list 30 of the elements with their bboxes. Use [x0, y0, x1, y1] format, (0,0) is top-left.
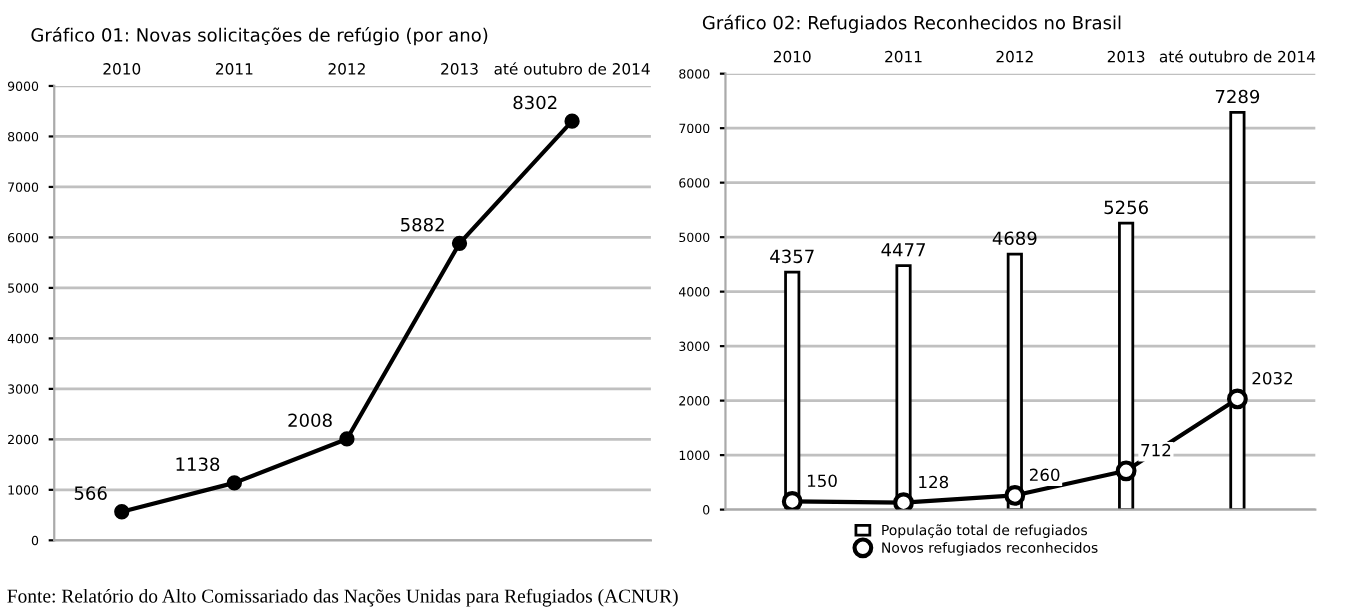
data-label: 566: [74, 486, 107, 500]
data-label: 128: [919, 475, 949, 489]
data-label: 150: [807, 474, 837, 488]
point: [1115, 460, 1137, 482]
data-label: 1138: [176, 457, 220, 472]
data-label: 5882: [401, 217, 444, 232]
data-label: 7289: [1215, 89, 1260, 104]
point: [226, 475, 242, 491]
point: [114, 504, 130, 520]
data-label: 2032: [1252, 371, 1293, 385]
point: [1004, 485, 1026, 506]
point: [564, 113, 580, 129]
point: [451, 235, 468, 252]
source-note: Fonte: Relatório do Alto Comissariado das Nações Unidas para Refugiados (ACNUR): [7, 588, 678, 607]
chart-title: Gráfico 01: Novas solicitações de refúgio (por ano): [31, 27, 488, 46]
data-label: 4477: [881, 243, 925, 257]
point: [781, 491, 803, 510]
data-label: 260: [1029, 468, 1060, 482]
data-label: 4689: [992, 231, 1037, 246]
data-label: 4357: [770, 249, 814, 264]
data-label: 8302: [513, 95, 557, 110]
bar: [784, 270, 801, 510]
data-label: 2008: [288, 413, 332, 428]
data-label: 5256: [1104, 200, 1148, 215]
point: [893, 492, 914, 510]
point: [339, 431, 355, 447]
bar: [1006, 252, 1023, 510]
data-label: 712: [1141, 443, 1171, 457]
point: [1226, 388, 1248, 410]
chart-title: Gráfico 02: Refugiados Reconhecidos no Brasil: [702, 14, 1121, 33]
